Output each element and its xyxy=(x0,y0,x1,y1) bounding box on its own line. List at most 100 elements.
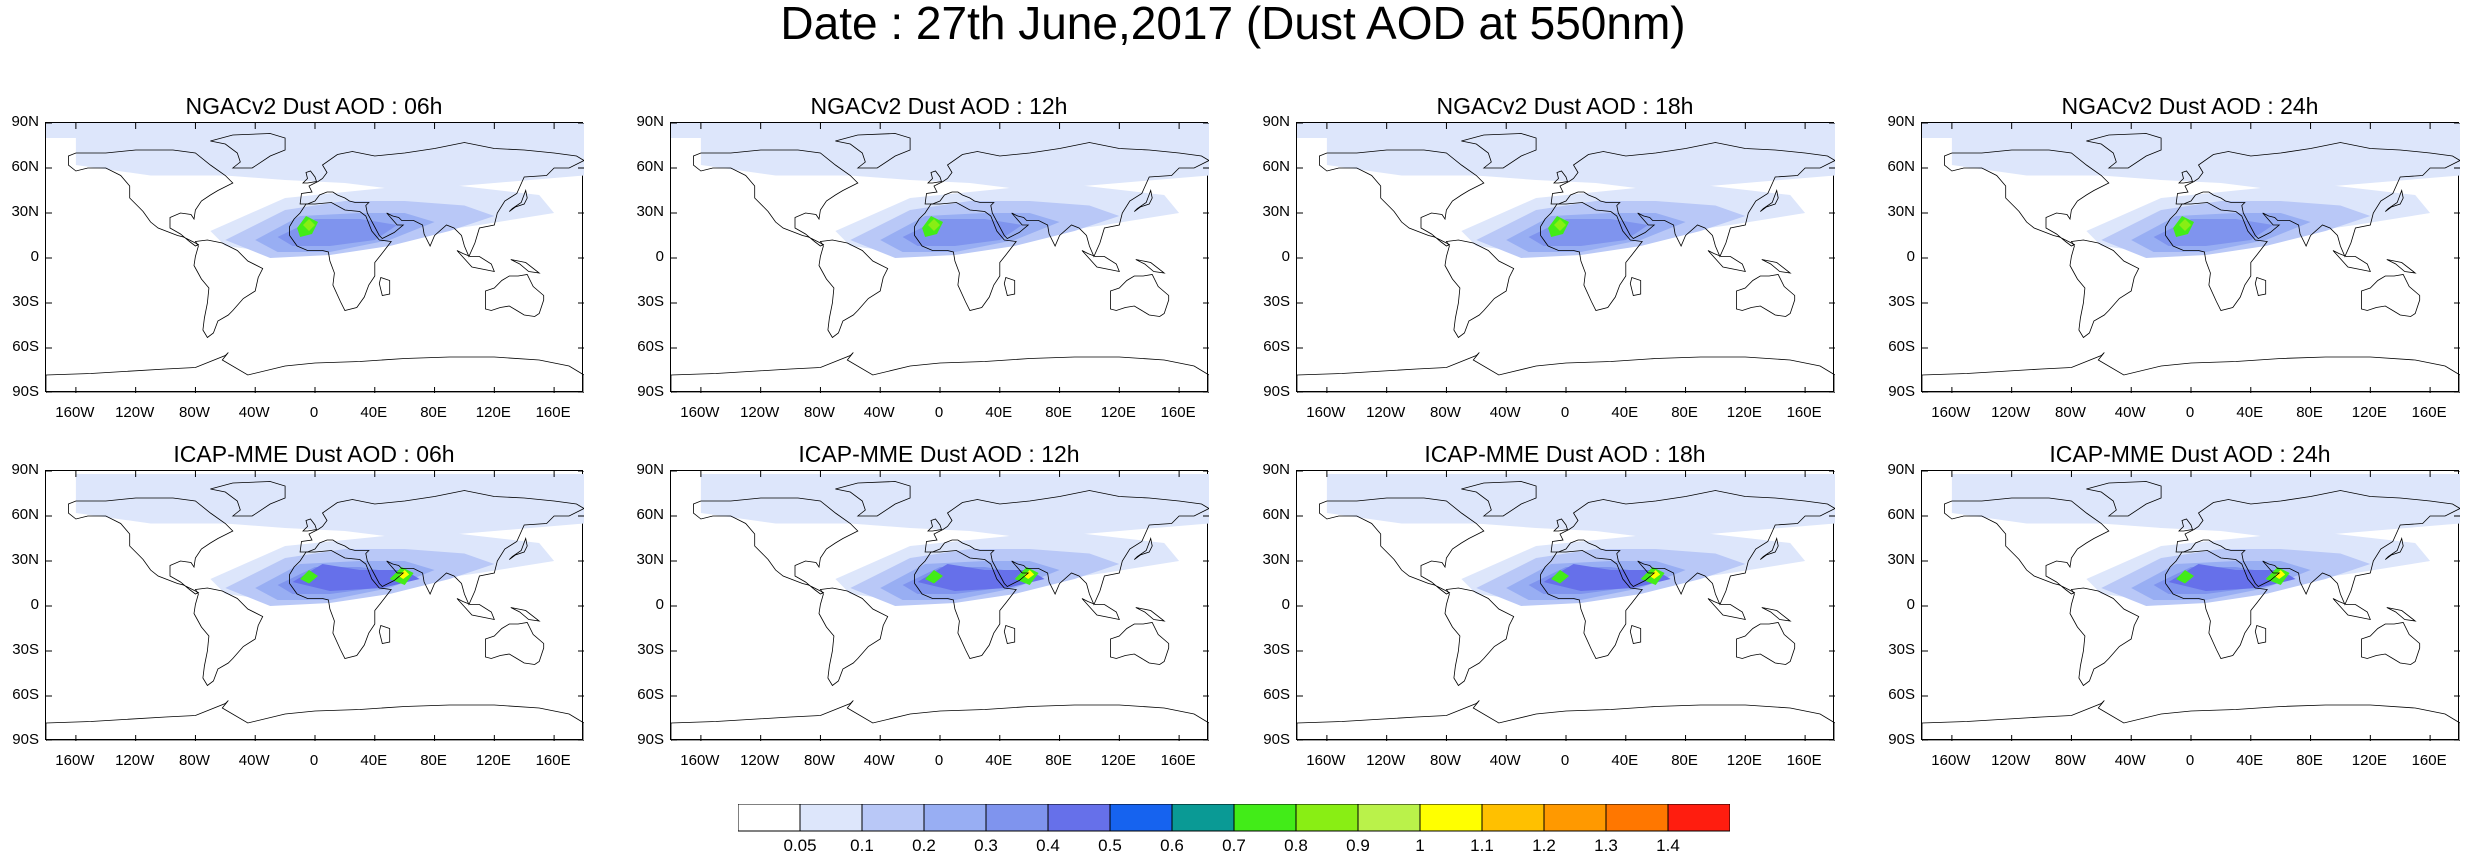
coastline xyxy=(1081,598,1120,621)
aod-contour-fill xyxy=(1951,126,2460,191)
coastline xyxy=(1761,607,1792,622)
aod-contour-fill xyxy=(46,123,584,138)
lon-tick-label: 40E xyxy=(360,404,388,421)
lon-tick-label: 40W xyxy=(2114,752,2146,769)
aod-contour-fill xyxy=(300,570,318,584)
lon-tick-label: 120W xyxy=(740,752,780,769)
lat-tick-label: 30S xyxy=(12,641,39,658)
coastline xyxy=(456,598,495,621)
lat-tick-label: 90S xyxy=(637,383,664,400)
lon-tick-label: 40W xyxy=(2114,404,2146,421)
lon-tick-label: 80W xyxy=(1430,752,1461,769)
colorbar-swatch xyxy=(861,804,925,832)
coastline xyxy=(1319,149,1485,247)
coastline xyxy=(1444,587,1515,687)
colorbar-swatch xyxy=(1109,804,1173,832)
coastline xyxy=(693,497,859,595)
aod-colorbar xyxy=(738,804,1730,832)
aod-contour-fill xyxy=(925,570,943,584)
coastline xyxy=(68,149,234,247)
lon-tick-label: 0 xyxy=(1560,404,1570,421)
colorbar-level-label: 0.9 xyxy=(1346,836,1370,855)
coastline xyxy=(671,352,1209,393)
lat-tick-label: 90N xyxy=(1262,461,1290,478)
lon-tick-label: 120W xyxy=(740,404,780,421)
lon-tick-label: 120W xyxy=(1991,404,2031,421)
coastline xyxy=(927,170,943,184)
coastline xyxy=(1134,537,1153,560)
lat-tick-label: 0 xyxy=(655,248,664,265)
lon-tick-label: 40W xyxy=(863,752,895,769)
coastline xyxy=(2178,518,2194,532)
colorbar-level-label: 0.1 xyxy=(850,836,874,855)
coastline xyxy=(1444,239,1515,339)
lon-tick-label: 160E xyxy=(2411,752,2447,769)
colorbar-level-label: 0.7 xyxy=(1222,836,1246,855)
panel-title: ICAP-MME Dust AOD : 12h xyxy=(798,441,1080,467)
coastline xyxy=(485,274,545,317)
lon-tick-label: 160W xyxy=(1931,404,1971,421)
lat-tick-label: 30N xyxy=(1887,551,1915,568)
coastline xyxy=(46,700,584,741)
lon-tick-label: 160W xyxy=(55,752,95,769)
coastline xyxy=(2385,189,2404,212)
lat-tick-label: 60S xyxy=(12,686,39,703)
colorbar-level-label: 0.8 xyxy=(1284,836,1308,855)
lon-tick-label: 80E xyxy=(420,752,447,769)
lon-tick-label: 40E xyxy=(360,752,388,769)
coastline xyxy=(835,133,911,169)
coastline xyxy=(1761,259,1792,274)
lat-tick-label: 30S xyxy=(637,293,664,310)
colorbar-swatch xyxy=(1667,804,1730,832)
coastline xyxy=(485,622,545,665)
colorbar-level-label: 0.5 xyxy=(1098,836,1122,855)
coastline xyxy=(2254,624,2267,644)
coastline xyxy=(914,202,1017,311)
lon-tick-label: 80E xyxy=(1671,752,1698,769)
lon-tick-label: 120E xyxy=(475,752,511,769)
coastline xyxy=(1944,497,2110,595)
panel-title: NGACv2 Dust AOD : 06h xyxy=(185,93,443,119)
lon-tick-label: 160E xyxy=(1786,752,1822,769)
lat-tick-label: 0 xyxy=(1281,248,1290,265)
panel-title: ICAP-MME Dust AOD : 06h xyxy=(173,441,455,467)
coastline xyxy=(1110,622,1170,665)
colorbar-swatch xyxy=(1481,804,1545,832)
dust-aod-map xyxy=(1922,123,2460,393)
lon-tick-label: 40W xyxy=(238,404,270,421)
lat-tick-label: 90N xyxy=(636,113,664,130)
lon-tick-label: 160E xyxy=(2411,404,2447,421)
coastline xyxy=(1134,189,1153,212)
coastline xyxy=(1553,170,1569,184)
lat-tick-label: 60S xyxy=(637,338,664,355)
aod-contour-fill xyxy=(1649,570,1661,579)
coastline xyxy=(1707,250,1746,273)
lat-tick-label: 30S xyxy=(1263,641,1290,658)
coastline xyxy=(193,239,264,339)
lon-tick-label: 120W xyxy=(1991,752,2031,769)
coastline xyxy=(210,133,286,169)
lon-tick-label: 120E xyxy=(2351,752,2387,769)
aod-contour-fill xyxy=(303,219,315,231)
coastline xyxy=(1135,607,1166,622)
coastline xyxy=(289,550,392,659)
coastline xyxy=(302,518,318,532)
coastline xyxy=(924,490,1209,606)
coastline xyxy=(2332,598,2371,621)
lon-tick-label: 160E xyxy=(535,404,571,421)
coastline xyxy=(1003,276,1016,296)
lat-tick-label: 60N xyxy=(636,158,664,175)
lat-tick-label: 90N xyxy=(1262,113,1290,130)
lat-tick-label: 60N xyxy=(1262,158,1290,175)
lat-tick-label: 30N xyxy=(636,551,664,568)
panel-title: ICAP-MME Dust AOD : 24h xyxy=(2049,441,2331,467)
lon-tick-label: 0 xyxy=(934,404,944,421)
coastline xyxy=(914,550,1017,659)
colorbar-swatch xyxy=(799,804,863,832)
coastline xyxy=(1760,189,1779,212)
coastline xyxy=(1922,352,2460,393)
lat-tick-label: 0 xyxy=(1906,248,1915,265)
lat-tick-label: 30N xyxy=(11,551,39,568)
coastline xyxy=(818,587,889,687)
lon-tick-label: 160E xyxy=(1160,752,1196,769)
